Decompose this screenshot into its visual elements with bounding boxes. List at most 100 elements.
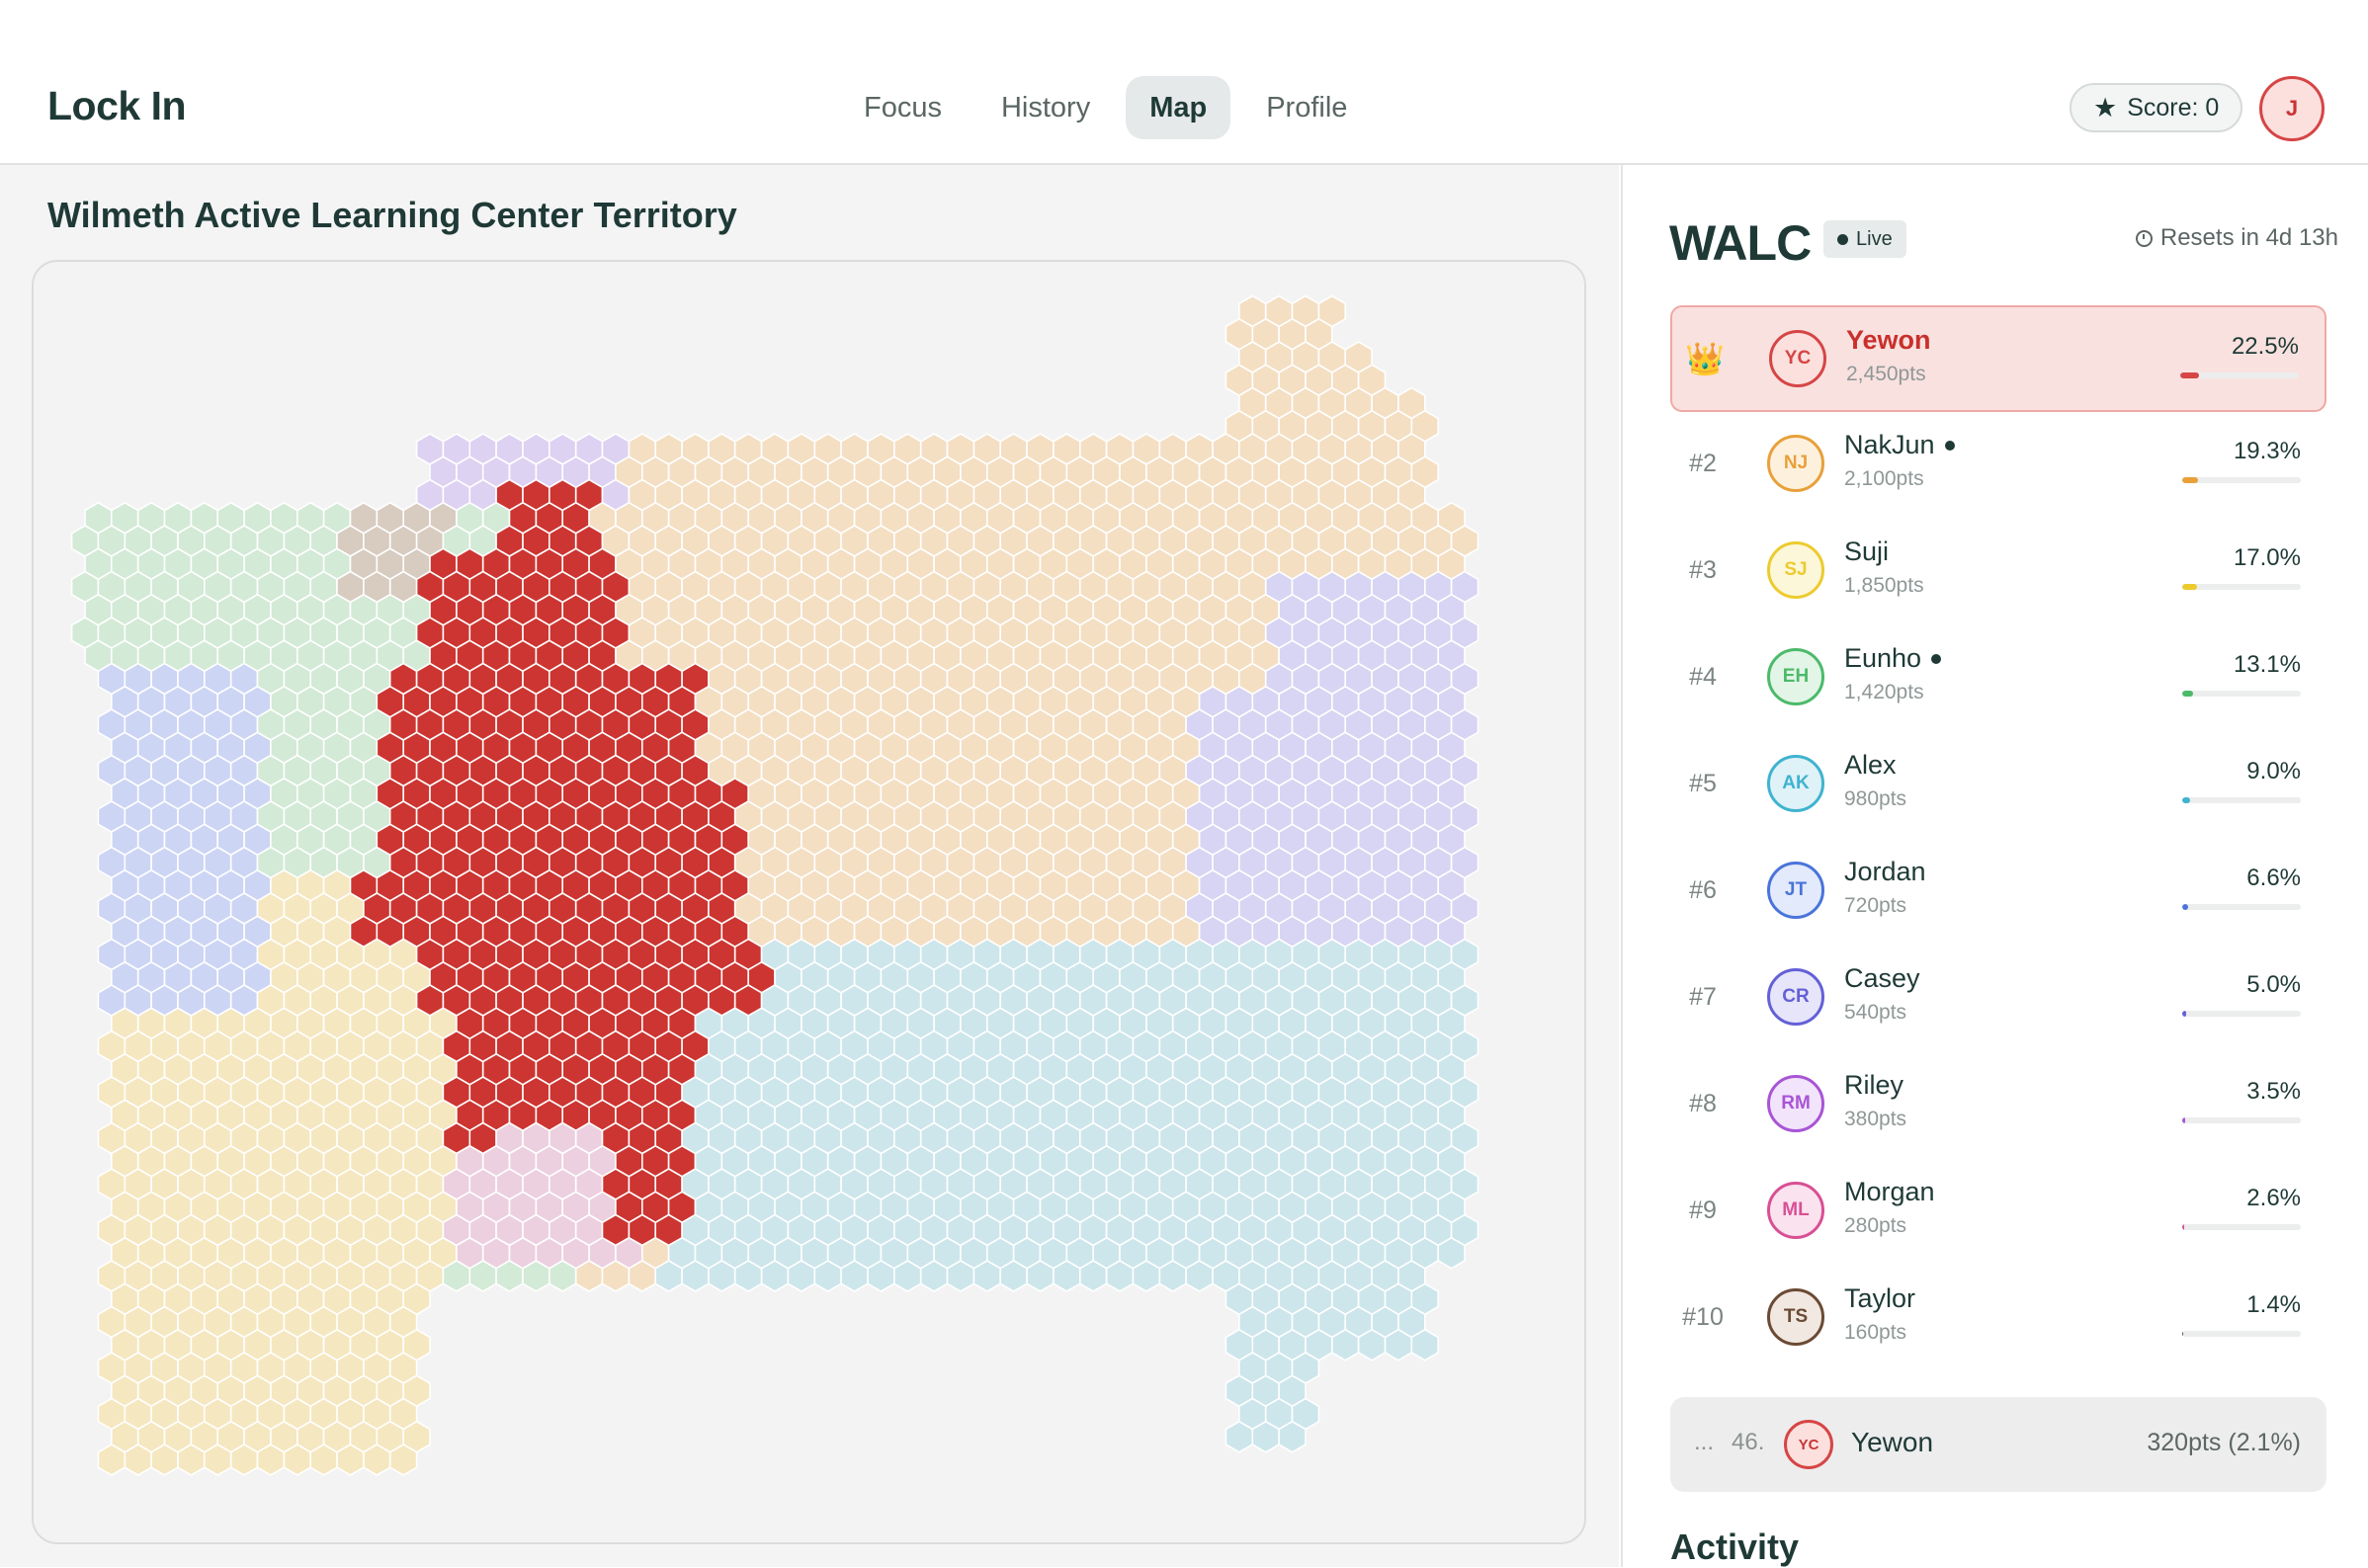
- hex-cell-green[interactable]: [548, 1260, 577, 1292]
- reset-timer-label: Resets in 4d 13h: [2159, 224, 2338, 251]
- hex-cell-cyan[interactable]: [708, 1260, 736, 1292]
- hex-cell-cyan[interactable]: [1053, 1260, 1081, 1292]
- rank-number: #6: [1689, 876, 1717, 904]
- hex-cell-cyan[interactable]: [1331, 1328, 1360, 1362]
- your-avatar: YC: [1784, 1420, 1833, 1469]
- player-points: 540pts: [1844, 1001, 1907, 1024]
- hex-cell-orange[interactable]: [601, 1260, 631, 1292]
- rank-number: #10: [1682, 1303, 1724, 1331]
- hex-cell-cyan[interactable]: [999, 1260, 1028, 1292]
- hex-cell-cyan[interactable]: [1026, 1260, 1055, 1292]
- hex-cell-cyan[interactable]: [973, 1260, 1002, 1292]
- hex-cell-cyan[interactable]: [1410, 1328, 1439, 1362]
- hex-cell-orange[interactable]: [574, 1260, 604, 1292]
- hex-cell-cyan[interactable]: [867, 1260, 895, 1292]
- hex-cell-cyan[interactable]: [919, 1260, 949, 1292]
- hex-cell-cyan[interactable]: [1251, 1420, 1280, 1453]
- territory-hex-map[interactable]: [34, 262, 1585, 1543]
- leaderboard-row[interactable]: #5 AK Alex 980pts 9.0%: [1670, 732, 2326, 839]
- hex-cell-cyan[interactable]: [1437, 1236, 1466, 1270]
- player-percentage: 3.5%: [2246, 1078, 2301, 1105]
- hex-cell-cyan[interactable]: [787, 1260, 816, 1292]
- hex-cell-yellow[interactable]: [124, 1444, 152, 1476]
- leaderboard-row[interactable]: #8 RM Riley 380pts 3.5%: [1670, 1052, 2326, 1159]
- share-bar-fill: [2182, 477, 2199, 483]
- leaderboard-row[interactable]: #2 NJ NakJun 2,100pts 19.3%: [1670, 412, 2326, 519]
- share-bar-fill: [2182, 1117, 2185, 1123]
- share-bar-fill: [2182, 904, 2188, 910]
- share-bar: [2182, 691, 2301, 697]
- nav-tab-profile[interactable]: Profile: [1266, 92, 1348, 124]
- hex-cell-cyan[interactable]: [892, 1260, 922, 1292]
- hex-cell-cyan[interactable]: [946, 1260, 975, 1292]
- hex-cell-yellow[interactable]: [177, 1444, 206, 1476]
- your-rank: 46.: [1732, 1429, 1765, 1455]
- leaderboard-row[interactable]: 👑 YC Yewon 2,450pts 22.5%: [1670, 305, 2326, 412]
- nav-tab-focus[interactable]: Focus: [864, 92, 942, 124]
- hex-cell-cyan[interactable]: [1225, 1420, 1254, 1453]
- hex-cell-cyan[interactable]: [813, 1260, 842, 1292]
- hex-cell-cyan[interactable]: [760, 1260, 790, 1292]
- hex-cell-cyan[interactable]: [654, 1260, 683, 1292]
- hex-cell-cyan[interactable]: [1185, 1260, 1214, 1292]
- leaderboard-row[interactable]: #3 SJ Suji 1,850pts 17.0%: [1670, 519, 2326, 625]
- rank-number: #8: [1689, 1090, 1717, 1117]
- share-bar-fill: [2182, 1224, 2185, 1230]
- hex-cell-yellow[interactable]: [204, 1444, 232, 1476]
- score-label: Score: 0: [2127, 93, 2220, 122]
- player-name: Casey: [1844, 963, 1920, 994]
- hex-cell-cyan[interactable]: [1357, 1328, 1387, 1362]
- hex-cell-yellow[interactable]: [229, 1444, 259, 1476]
- player-name-text: Taylor: [1844, 1283, 1916, 1313]
- nav-tab-history[interactable]: History: [1000, 92, 1091, 124]
- hex-cell-cyan[interactable]: [1384, 1328, 1413, 1362]
- hex-cell-yellow[interactable]: [363, 1444, 391, 1476]
- user-avatar-button[interactable]: J: [2259, 76, 2325, 141]
- hex-cell-yellow[interactable]: [256, 1444, 286, 1476]
- hex-cell-green[interactable]: [495, 1260, 524, 1292]
- player-points: 1,850pts: [1844, 574, 1924, 597]
- hex-cell-cyan[interactable]: [1278, 1420, 1307, 1453]
- hex-cell-cyan[interactable]: [1079, 1260, 1108, 1292]
- hex-cell-green[interactable]: [442, 1260, 471, 1292]
- your-name: Yewon: [1851, 1427, 1934, 1457]
- player-name: Yewon: [1846, 325, 1931, 356]
- hex-cell-yellow[interactable]: [388, 1444, 418, 1476]
- nav-tab-map[interactable]: Map: [1126, 76, 1231, 139]
- hex-cell-cyan[interactable]: [1132, 1260, 1161, 1292]
- rank-number: #7: [1689, 983, 1717, 1011]
- hex-cell-yellow[interactable]: [336, 1444, 365, 1476]
- hex-cell-cyan[interactable]: [840, 1260, 869, 1292]
- app-header: Lock In Focus History Map Profile ★ Scor…: [0, 0, 2368, 165]
- star-icon: ★: [2093, 92, 2118, 123]
- player-name: Eunho: [1844, 643, 1942, 674]
- hex-cell-yellow[interactable]: [309, 1444, 338, 1476]
- player-points: 160pts: [1844, 1321, 1907, 1344]
- player-name: Morgan: [1844, 1177, 1935, 1207]
- hex-cell-cyan[interactable]: [733, 1260, 763, 1292]
- your-rank-row[interactable]: ... 46. YC Yewon 320pts (2.1%): [1670, 1397, 2326, 1492]
- leaderboard-row[interactable]: #6 JT Jordan 720pts 6.6%: [1670, 839, 2326, 946]
- player-name: NakJun: [1844, 430, 1955, 460]
- leaderboard-row[interactable]: #10 TS Taylor 160pts 1.4%: [1670, 1266, 2326, 1372]
- leaderboard-row[interactable]: #4 EH Eunho 1,420pts 13.1%: [1670, 625, 2326, 732]
- hex-cell-cyan[interactable]: [1158, 1260, 1187, 1292]
- score-button[interactable]: ★ Score: 0: [2070, 83, 2243, 132]
- hex-cell-yellow[interactable]: [283, 1444, 312, 1476]
- hex-cell-green[interactable]: [522, 1260, 550, 1292]
- crown-icon: 👑: [1685, 341, 1725, 376]
- player-points: 2,100pts: [1844, 467, 1924, 490]
- hex-cell-cyan[interactable]: [1105, 1260, 1135, 1292]
- hex-cell-yellow[interactable]: [150, 1444, 179, 1476]
- hex-cell-green[interactable]: [468, 1260, 497, 1292]
- your-stats: 320pts (2.1%): [2147, 1429, 2301, 1456]
- leaderboard-row[interactable]: #7 CR Casey 540pts 5.0%: [1670, 946, 2326, 1052]
- hex-cell-cyan[interactable]: [681, 1260, 710, 1292]
- hex-cell-orange[interactable]: [628, 1260, 657, 1292]
- hex-cell-yellow[interactable]: [97, 1444, 127, 1476]
- player-name-text: Riley: [1844, 1070, 1904, 1100]
- player-percentage: 13.1%: [2233, 651, 2301, 678]
- live-label: Live: [1856, 227, 1893, 250]
- leaderboard-row[interactable]: #9 ML Morgan 280pts 2.6%: [1670, 1159, 2326, 1266]
- leaderboard-panel: WALC Live Resets in 4d 13h 👑 YC Yewon 2,450…: [1621, 165, 2368, 1567]
